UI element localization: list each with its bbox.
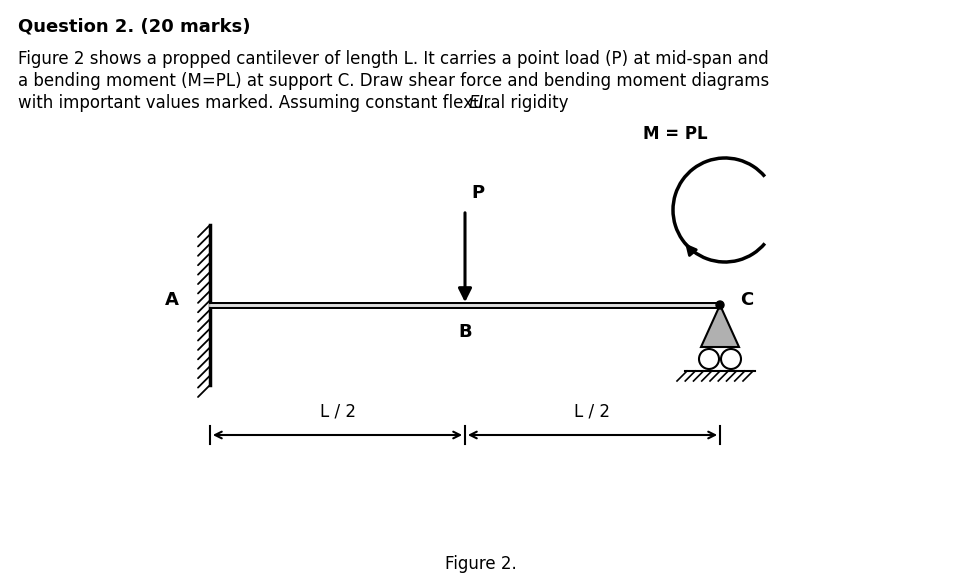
Text: L / 2: L / 2	[319, 403, 356, 421]
Text: A: A	[165, 291, 179, 309]
Text: with important values marked. Assuming constant flexural rigidity: with important values marked. Assuming c…	[18, 94, 574, 112]
Text: M = PL: M = PL	[643, 125, 707, 143]
Polygon shape	[701, 305, 739, 347]
Text: Question 2. (20 marks): Question 2. (20 marks)	[18, 18, 251, 36]
Circle shape	[721, 349, 741, 369]
Circle shape	[716, 301, 724, 309]
Text: P: P	[471, 184, 484, 202]
Text: C: C	[740, 291, 753, 309]
Text: Figure 2 shows a propped cantilever of length L. It carries a point load (P) at : Figure 2 shows a propped cantilever of l…	[18, 50, 769, 68]
Text: .: .	[485, 94, 490, 112]
Text: B: B	[458, 323, 472, 341]
Text: a bending moment (M=PL) at support C. Draw shear force and bending moment diagra: a bending moment (M=PL) at support C. Dr…	[18, 72, 769, 90]
Text: EI: EI	[469, 94, 484, 112]
Circle shape	[699, 349, 719, 369]
Text: Figure 2.: Figure 2.	[445, 555, 516, 573]
Text: L / 2: L / 2	[575, 403, 610, 421]
